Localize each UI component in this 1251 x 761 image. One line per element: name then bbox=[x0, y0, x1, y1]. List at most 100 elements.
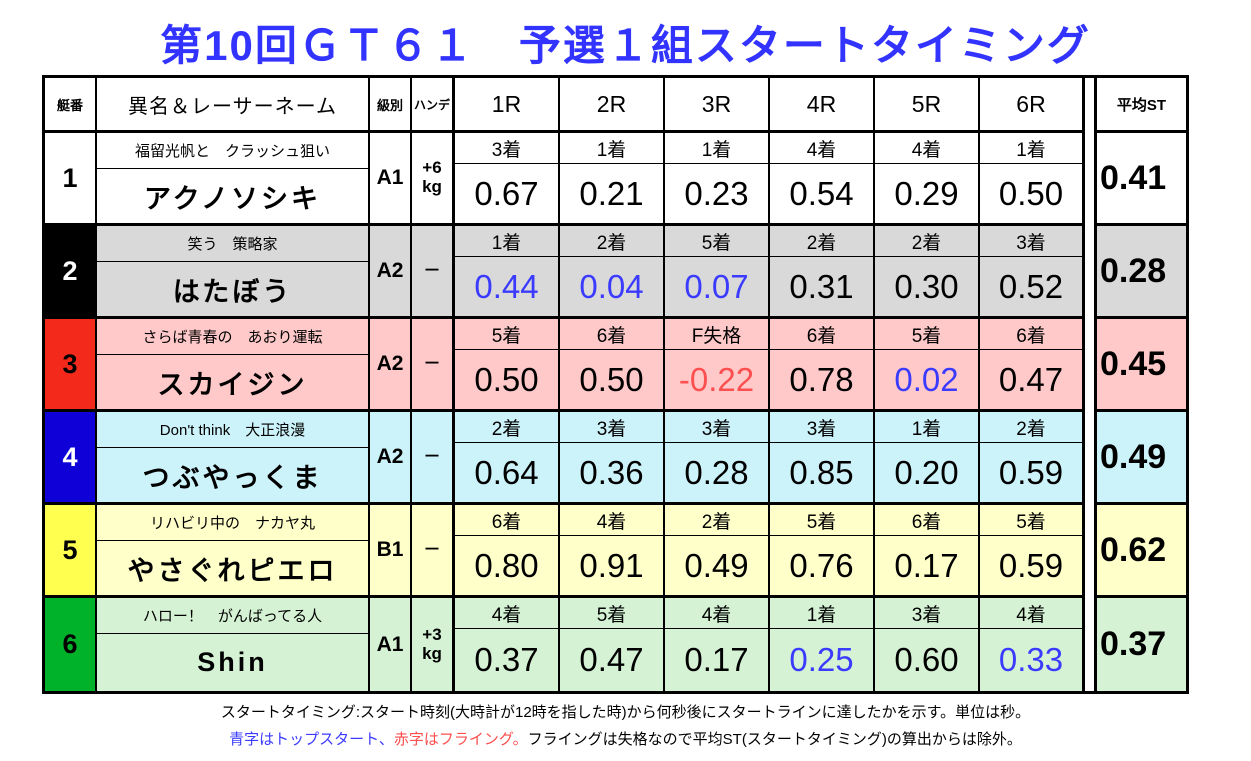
start-timing: 0.50 bbox=[998, 174, 1064, 212]
note-definition: スタートタイミング:スタート時刻(大時計が12時を指した時)から何秒後にスタート… bbox=[220, 704, 1031, 721]
class-cell: A2 bbox=[370, 412, 412, 505]
boat-number-cell: 4 bbox=[45, 412, 97, 505]
result-cell-4r: 1着 0.25 bbox=[770, 598, 875, 691]
finish-place: 2着 bbox=[770, 226, 873, 257]
start-timing: 0.29 bbox=[894, 174, 959, 212]
header-round-4r: 4R bbox=[770, 78, 875, 133]
racer-name: つぶやっくま bbox=[142, 462, 323, 493]
racer-nickname: リハビリ中の ナカヤ丸 bbox=[97, 505, 368, 541]
racer-name: Shin bbox=[197, 647, 268, 677]
finish-place: 5着 bbox=[560, 598, 663, 629]
result-cell-4r: 3着 0.85 bbox=[770, 412, 875, 505]
racer-nickname: さらば青春の あおり運転 bbox=[97, 319, 368, 355]
average-st-cell: 0.41 bbox=[1097, 133, 1186, 226]
boat-number-cell: 6 bbox=[45, 598, 97, 691]
finish-place: 1着 bbox=[980, 133, 1082, 164]
table-row: 3 さらば青春の あおり運転 スカイジン A2 － 5着 0.50 6着 0.5… bbox=[45, 319, 1186, 412]
page-title: 第10回ＧＴ６１ 予選１組スタートタイミング bbox=[160, 22, 1091, 69]
finish-place: 3着 bbox=[560, 412, 663, 443]
start-timing: 0.28 bbox=[684, 453, 749, 491]
racer-nickname: Don't think 大正浪漫 bbox=[97, 412, 368, 448]
header-round-1r: 1R bbox=[455, 78, 560, 133]
racer-name: はたぼう bbox=[172, 276, 293, 307]
header-racer-name: 異名＆レーサーネーム bbox=[97, 78, 370, 133]
handicap-value: － bbox=[423, 446, 441, 466]
boat-number-cell: 2 bbox=[45, 226, 97, 319]
result-cell-6r: 3着 0.52 bbox=[980, 226, 1085, 319]
finish-place: 4着 bbox=[980, 598, 1082, 629]
racer-cell: Don't think 大正浪漫 つぶやっくま bbox=[97, 412, 370, 505]
finish-place: 2着 bbox=[665, 505, 768, 536]
finish-place: 3着 bbox=[980, 226, 1082, 257]
result-cell-5r: 5着 0.02 bbox=[875, 319, 980, 412]
finish-place: 2着 bbox=[560, 226, 663, 257]
double-line-divider bbox=[1085, 133, 1097, 226]
start-timing: 0.37 bbox=[474, 641, 539, 678]
header-round-6r: 6R bbox=[980, 78, 1085, 133]
start-timing: 0.25 bbox=[789, 641, 854, 678]
start-timing: 0.20 bbox=[894, 453, 959, 491]
finish-place: 5着 bbox=[455, 319, 558, 350]
start-timing: 0.50 bbox=[474, 360, 539, 398]
double-line-divider bbox=[1085, 319, 1097, 412]
handicap-unit: kg bbox=[422, 643, 442, 663]
racer-cell: さらば青春の あおり運転 スカイジン bbox=[97, 319, 370, 412]
start-timing: 0.17 bbox=[684, 641, 749, 678]
result-cell-3r: F失格 -0.22 bbox=[665, 319, 770, 412]
boat-number-cell: 1 bbox=[45, 133, 97, 226]
table-row: 4 Don't think 大正浪漫 つぶやっくま A2 － 2着 0.64 3… bbox=[45, 412, 1186, 505]
double-line-divider bbox=[1085, 505, 1097, 598]
start-timing: 0.47 bbox=[998, 360, 1064, 398]
handicap-cell: +3 kg bbox=[412, 598, 455, 691]
result-cell-3r: 1着 0.23 bbox=[665, 133, 770, 226]
finish-place: 4着 bbox=[665, 598, 768, 629]
note-legend-blue: 青字はトップスタート、 bbox=[229, 731, 394, 748]
start-timing: -0.22 bbox=[678, 360, 755, 398]
result-cell-2r: 4着 0.91 bbox=[560, 505, 665, 598]
table-row: 1 福留光帆と クラッシュ狙い アクノソシキ A1 +6 kg 3着 0.67 … bbox=[45, 133, 1186, 226]
start-timing: 0.33 bbox=[998, 641, 1064, 678]
handicap-value: － bbox=[423, 539, 441, 559]
start-timing: 0.21 bbox=[579, 174, 644, 212]
start-timing: 0.85 bbox=[789, 453, 854, 491]
start-timing: 0.44 bbox=[474, 267, 539, 305]
racer-cell: 福留光帆と クラッシュ狙い アクノソシキ bbox=[97, 133, 370, 226]
start-timing: 0.64 bbox=[474, 453, 539, 491]
result-cell-2r: 3着 0.36 bbox=[560, 412, 665, 505]
result-cell-6r: 4着 0.33 bbox=[980, 598, 1085, 691]
handicap-value: +6 bbox=[422, 158, 442, 178]
finish-place: 3着 bbox=[455, 133, 558, 164]
header-round-3r: 3R bbox=[665, 78, 770, 133]
handicap-cell: － bbox=[412, 505, 455, 598]
finish-place: 5着 bbox=[770, 505, 873, 536]
start-timing: 0.54 bbox=[789, 174, 854, 212]
finish-place: 1着 bbox=[770, 598, 873, 629]
finish-place: 4着 bbox=[770, 133, 873, 164]
average-st-cell: 0.62 bbox=[1097, 505, 1186, 598]
racer-cell: 笑う 策略家 はたぼう bbox=[97, 226, 370, 319]
start-timing: 0.02 bbox=[894, 360, 959, 398]
racer-nickname: ハロー！ がんばってる人 bbox=[97, 598, 368, 634]
finish-place: 1着 bbox=[665, 133, 768, 164]
result-cell-2r: 2着 0.04 bbox=[560, 226, 665, 319]
result-cell-5r: 6着 0.17 bbox=[875, 505, 980, 598]
result-cell-2r: 6着 0.50 bbox=[560, 319, 665, 412]
start-timing: 0.52 bbox=[998, 267, 1064, 305]
finish-place: 6着 bbox=[980, 319, 1082, 350]
header-average-st: 平均ST bbox=[1097, 78, 1186, 133]
note-legend-rest: フライングは失格なので平均ST(スタートタイミング)の算出からは除外。 bbox=[527, 731, 1022, 748]
finish-place: 5着 bbox=[875, 319, 978, 350]
class-cell: A1 bbox=[370, 598, 412, 691]
finish-place: 1着 bbox=[455, 226, 558, 257]
result-cell-6r: 1着 0.50 bbox=[980, 133, 1085, 226]
class-cell: B1 bbox=[370, 505, 412, 598]
start-timing: 0.36 bbox=[579, 453, 644, 491]
average-st-cell: 0.49 bbox=[1097, 412, 1186, 505]
result-cell-1r: 5着 0.50 bbox=[455, 319, 560, 412]
result-cell-1r: 4着 0.37 bbox=[455, 598, 560, 691]
finish-place: F失格 bbox=[665, 319, 768, 350]
start-timing: 0.91 bbox=[579, 546, 644, 584]
class-cell: A2 bbox=[370, 226, 412, 319]
result-cell-3r: 4着 0.17 bbox=[665, 598, 770, 691]
header-handicap: ハンデ bbox=[412, 78, 455, 133]
